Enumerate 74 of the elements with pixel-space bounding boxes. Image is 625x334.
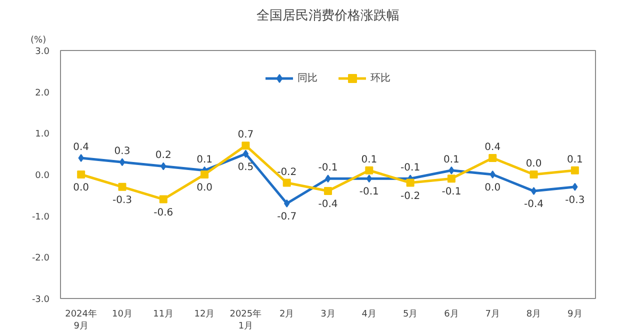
x-tick-label: 11月 bbox=[153, 310, 174, 320]
x-tick-label: 6月 bbox=[444, 310, 459, 320]
data-label: -0.6 bbox=[154, 207, 174, 218]
x-tick-label: 8月 bbox=[526, 310, 542, 320]
x-tick-label: 5月 bbox=[402, 310, 418, 320]
data-label: -0.3 bbox=[565, 194, 585, 206]
data-label: -0.1 bbox=[442, 186, 462, 198]
y-tick-label: -1.0 bbox=[32, 212, 50, 222]
y-axis-title: (%) bbox=[30, 36, 46, 46]
point bbox=[530, 170, 538, 178]
x-tick-label: 2月 bbox=[279, 310, 294, 320]
x-tick-label: 4月 bbox=[362, 310, 377, 320]
point bbox=[160, 162, 166, 170]
legend-label: 同比 bbox=[298, 72, 318, 85]
x-tick-label: 9月 bbox=[568, 310, 582, 320]
y-tick-label: 3.0 bbox=[35, 47, 50, 57]
point bbox=[78, 154, 84, 162]
data-label: 0.0 bbox=[484, 182, 501, 194]
point bbox=[324, 187, 332, 196]
data-label: 0.1 bbox=[444, 154, 460, 166]
data-label: 0.2 bbox=[155, 150, 172, 162]
x-tick-label: 2024年 9月 bbox=[65, 308, 98, 332]
point bbox=[365, 166, 374, 174]
y-tick-label: 1.0 bbox=[35, 130, 50, 140]
point bbox=[282, 178, 291, 187]
data-label: -0.1 bbox=[359, 186, 379, 198]
data-label: -0.1 bbox=[400, 162, 420, 174]
data-label: 0.1 bbox=[361, 154, 378, 166]
point bbox=[200, 170, 209, 178]
point bbox=[447, 174, 456, 183]
point bbox=[490, 170, 496, 178]
chart-title: 全国居民消费价格涨跌幅 bbox=[256, 8, 400, 24]
data-label: -0.2 bbox=[277, 166, 297, 178]
data-label: 0.4 bbox=[73, 142, 90, 153]
data-label: -0.3 bbox=[112, 194, 132, 206]
x-tick-label: 7月 bbox=[485, 310, 500, 320]
point bbox=[572, 182, 578, 191]
point bbox=[448, 166, 454, 174]
x-tick-label: 10月 bbox=[112, 310, 132, 320]
point bbox=[118, 182, 126, 191]
data-label: -0.4 bbox=[524, 199, 544, 210]
data-label: 0.3 bbox=[114, 146, 130, 158]
point bbox=[284, 199, 290, 208]
data-label: -0.1 bbox=[318, 162, 338, 174]
data-label: 0.0 bbox=[73, 182, 90, 194]
point bbox=[119, 158, 126, 166]
legend-label: 环比 bbox=[370, 72, 390, 85]
y-tick-label: -3.0 bbox=[32, 295, 50, 305]
y-tick-label: -2.0 bbox=[32, 254, 50, 264]
x-tick-label: 3月 bbox=[320, 310, 336, 320]
point bbox=[366, 174, 372, 183]
point bbox=[159, 195, 168, 204]
x-tick-label: 12月 bbox=[194, 310, 215, 320]
data-label: -0.7 bbox=[277, 211, 297, 222]
data-label: 0.1 bbox=[196, 154, 212, 166]
y-tick-label: 2.0 bbox=[35, 88, 50, 98]
point bbox=[488, 154, 497, 162]
point bbox=[530, 187, 537, 196]
data-label: 0.1 bbox=[566, 154, 583, 166]
point bbox=[77, 170, 86, 178]
data-label: 0.5 bbox=[238, 162, 254, 173]
data-label: 0.4 bbox=[484, 142, 501, 153]
data-label: -0.2 bbox=[400, 190, 420, 202]
y-tick-label: 0.0 bbox=[35, 171, 50, 181]
x-tick-label: 2025年 1月 bbox=[230, 308, 262, 332]
point bbox=[325, 174, 331, 183]
data-label: 0.0 bbox=[196, 182, 212, 194]
point bbox=[242, 142, 250, 150]
point bbox=[570, 166, 579, 174]
data-label: 0.7 bbox=[238, 130, 254, 141]
data-label: -0.4 bbox=[318, 199, 338, 210]
point bbox=[406, 178, 414, 187]
point bbox=[242, 150, 249, 158]
data-label: 0.0 bbox=[526, 158, 542, 170]
